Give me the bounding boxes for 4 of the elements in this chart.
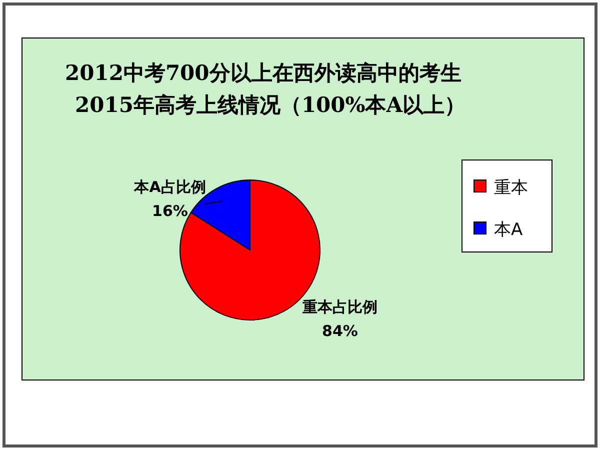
chart-subtitle: 2015年高考上线情况（100%本A以上） <box>75 92 466 117</box>
legend-label: 重本 <box>494 178 528 198</box>
legend-label: 本A <box>494 220 523 240</box>
chart-title: 2012中考700分以上在西外读高中的考生 <box>65 60 462 85</box>
